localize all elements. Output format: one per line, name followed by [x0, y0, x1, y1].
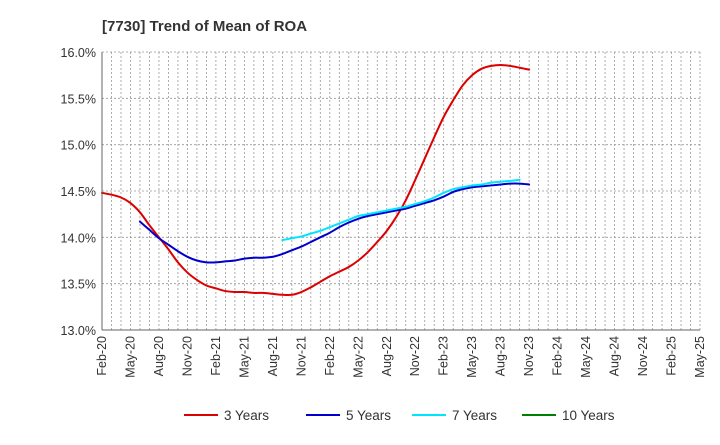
series-line-7-years	[281, 178, 521, 242]
y-tick-label: 15.5%	[61, 92, 96, 106]
x-tick-label: May-21	[237, 336, 251, 378]
legend-label-5-years: 5 Years	[346, 408, 391, 423]
series-layer	[101, 63, 531, 297]
y-tick-label: 15.0%	[61, 139, 96, 153]
y-tick-label: 16.0%	[61, 46, 96, 60]
x-tick-label: May-24	[579, 336, 593, 378]
x-tick-label: May-22	[351, 336, 365, 378]
legend-label-10-years: 10 Years	[562, 408, 615, 423]
x-tick-label: Feb-20	[95, 336, 109, 376]
x-tick-label: Aug-23	[494, 336, 508, 376]
y-tick-label: 13.5%	[61, 278, 96, 292]
x-tick-label: May-25	[693, 336, 707, 378]
x-tick-label: Aug-20	[152, 336, 166, 376]
x-tick-label: Nov-21	[294, 336, 308, 376]
x-tick-label: May-20	[123, 336, 137, 378]
x-tick-label: Aug-24	[608, 336, 622, 376]
legend-label-3-years: 3 Years	[224, 408, 269, 423]
x-tick-label: Feb-23	[437, 336, 451, 376]
series-line-5-years	[138, 182, 531, 264]
y-tick-label: 13.0%	[61, 324, 96, 338]
legend: 3 Years 5 Years 7 Years 10 Years	[184, 408, 615, 423]
series-line-3-years	[101, 63, 531, 297]
x-tick-label: Feb-24	[551, 336, 565, 376]
x-tick-label: Feb-21	[209, 336, 223, 376]
x-tick-label: Nov-24	[636, 336, 650, 376]
x-tick-label: May-23	[465, 336, 479, 378]
y-tick-label: 14.0%	[61, 231, 96, 245]
x-tick-label: Aug-22	[380, 336, 394, 376]
x-tick-label: Feb-22	[323, 336, 337, 376]
legend-label-7-years: 7 Years	[452, 408, 497, 423]
y-tick-label: 14.5%	[61, 185, 96, 199]
grid-layer	[101, 51, 701, 331]
chart-title: [7730] Trend of Mean of ROA	[102, 18, 307, 35]
x-tick-label: Aug-21	[266, 336, 280, 376]
x-tick-label: Feb-25	[665, 336, 679, 376]
x-tick-label: Nov-20	[180, 336, 194, 376]
x-tick-label: Nov-22	[408, 336, 422, 376]
axis-layer: 13.0% 13.5% 14.0% 14.5% 15.0% 15.5% 16.0% Feb-2…	[61, 46, 707, 378]
x-tick-label: Nov-23	[522, 336, 536, 376]
